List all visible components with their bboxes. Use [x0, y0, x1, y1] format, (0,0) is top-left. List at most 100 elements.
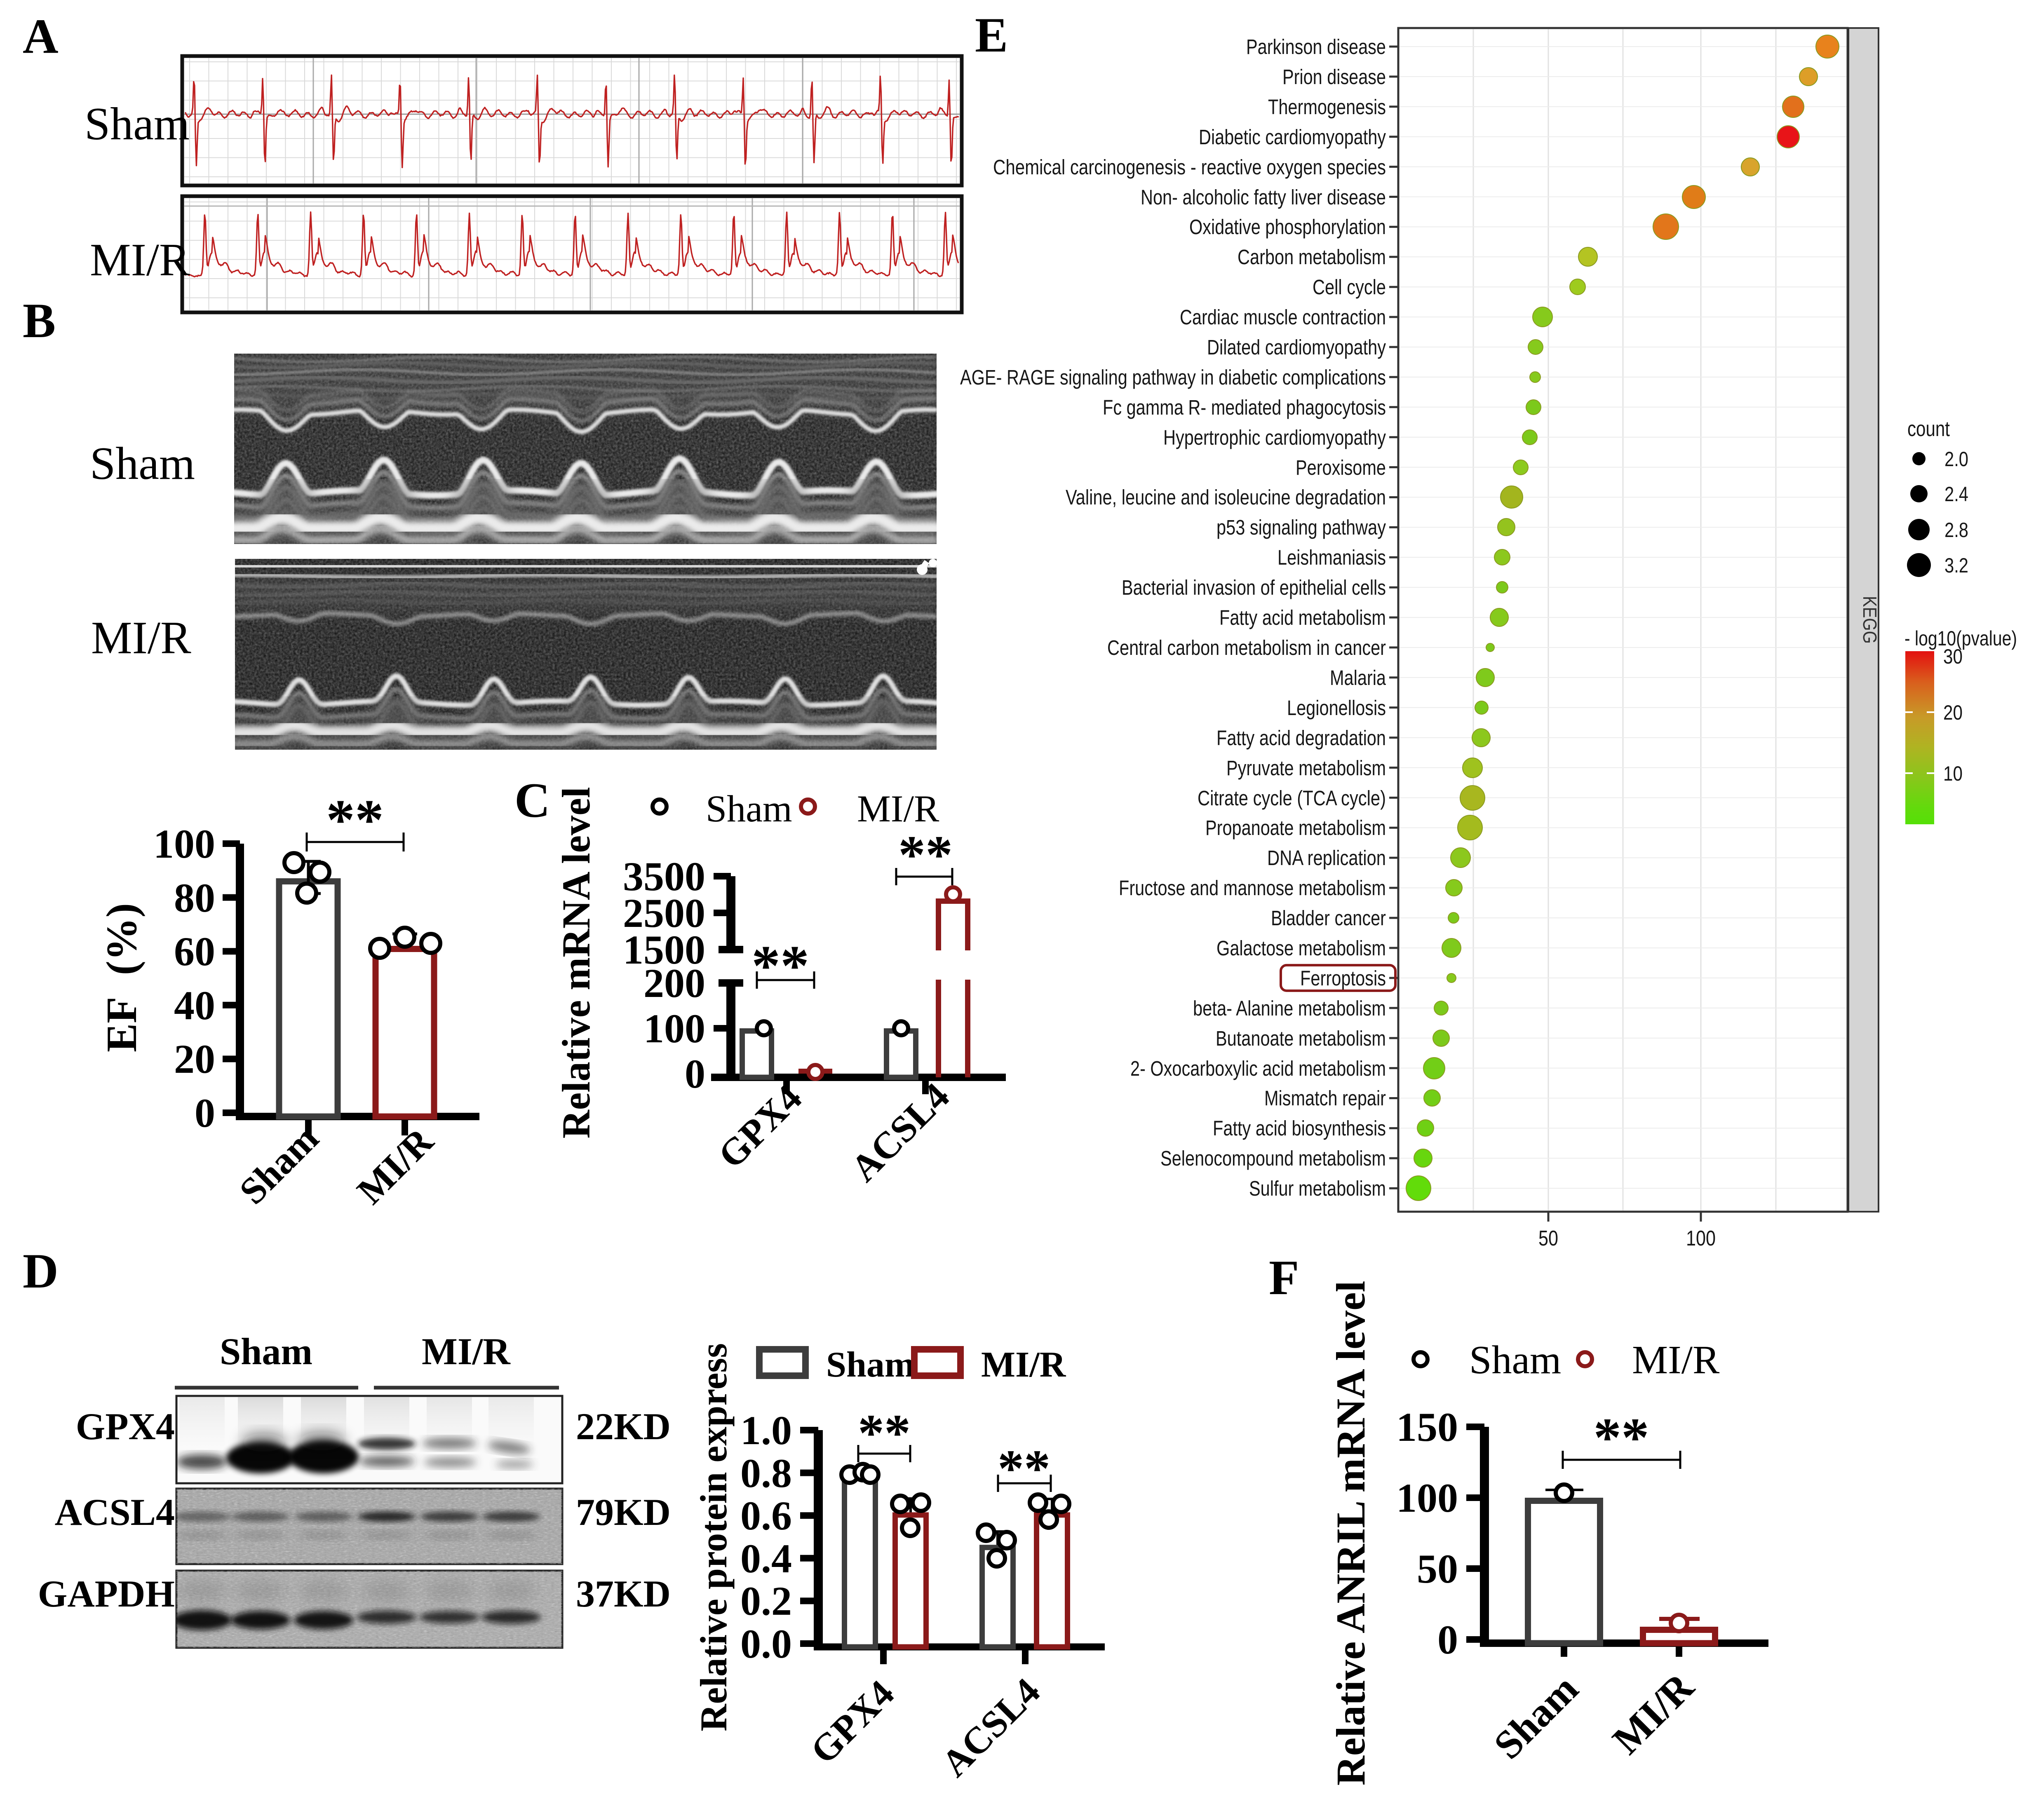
svg-text:0.2: 0.2 — [740, 1578, 792, 1624]
svg-text:AGE- RAGE signaling pathway in: AGE- RAGE signaling pathway in diabetic … — [960, 366, 1386, 389]
svg-text:KEGG: KEGG — [1859, 596, 1881, 644]
svg-text:Hypertrophic cardiomyopathy: Hypertrophic cardiomyopathy — [1163, 426, 1386, 449]
svg-text:beta- Alanine metabolism: beta- Alanine metabolism — [1193, 997, 1386, 1020]
svg-text:Fatty acid degradation: Fatty acid degradation — [1216, 726, 1386, 750]
svg-text:Prion disease: Prion disease — [1282, 65, 1386, 89]
svg-text:0.8: 0.8 — [740, 1450, 792, 1496]
svg-text:0: 0 — [1437, 1617, 1458, 1663]
svg-text:DNA replication: DNA replication — [1267, 846, 1386, 870]
svg-text:D: D — [23, 1243, 59, 1298]
svg-text:Bacterial invasion of epitheli: Bacterial invasion of epithelial cells — [1122, 576, 1386, 599]
svg-text:Selenocompound metabolism: Selenocompound metabolism — [1160, 1147, 1386, 1170]
svg-text:20: 20 — [1943, 701, 1963, 724]
svg-text:Sham: Sham — [1469, 1338, 1561, 1382]
svg-text:Parkinson disease: Parkinson disease — [1246, 35, 1386, 59]
svg-text:80: 80 — [174, 875, 215, 921]
svg-text:Fatty acid metabolism: Fatty acid metabolism — [1219, 606, 1386, 629]
svg-text:Mismatch repair: Mismatch repair — [1264, 1086, 1386, 1110]
svg-text:- log10(pvalue): - log10(pvalue) — [1904, 627, 2017, 650]
svg-text:E: E — [975, 7, 1008, 62]
svg-text:Leishmaniasis: Leishmaniasis — [1277, 546, 1386, 569]
svg-text:0: 0 — [685, 1051, 705, 1097]
svg-text:Malaria: Malaria — [1330, 666, 1386, 690]
svg-text:GAPDH: GAPDH — [38, 1573, 175, 1615]
svg-text:Pyruvate metabolism: Pyruvate metabolism — [1226, 756, 1386, 780]
svg-text:**: ** — [998, 1439, 1050, 1498]
svg-text:Legionellosis: Legionellosis — [1287, 696, 1386, 720]
svg-text:Ferroptosis: Ferroptosis — [1300, 966, 1386, 990]
svg-text:100: 100 — [643, 1006, 705, 1051]
svg-text:**: ** — [1594, 1407, 1649, 1468]
svg-text:1500: 1500 — [623, 927, 705, 973]
svg-text:2.8: 2.8 — [1944, 518, 1968, 542]
svg-text:10: 10 — [1943, 762, 1963, 785]
svg-text:Relative protein express: Relative protein express — [693, 1343, 735, 1731]
svg-text:**: ** — [858, 1404, 911, 1462]
svg-text:50: 50 — [1538, 1227, 1558, 1250]
svg-text:Dilated cardiomyopathy: Dilated cardiomyopathy — [1207, 335, 1386, 359]
svg-text:C: C — [514, 773, 550, 828]
svg-text:1.0: 1.0 — [740, 1407, 792, 1453]
svg-text:Sulfur metabolism: Sulfur metabolism — [1249, 1177, 1386, 1200]
svg-text:**: ** — [751, 934, 809, 998]
svg-text:Fc gamma R- mediated phagocyto: Fc gamma R- mediated phagocytosis — [1103, 396, 1386, 419]
svg-text:EF (%): EF (%) — [97, 903, 146, 1052]
svg-text:37KD: 37KD — [576, 1573, 671, 1615]
svg-text:Relative mRNA level: Relative mRNA level — [554, 787, 598, 1138]
svg-text:2500: 2500 — [623, 890, 705, 936]
svg-text:Cell cycle: Cell cycle — [1313, 275, 1386, 299]
svg-text:Peroxisome: Peroxisome — [1296, 456, 1386, 479]
svg-text:MI/R: MI/R — [90, 235, 190, 286]
svg-text:0.4: 0.4 — [740, 1536, 792, 1581]
svg-text:Carbon metabolism: Carbon metabolism — [1238, 245, 1386, 269]
svg-text:2.0: 2.0 — [1944, 448, 1968, 471]
svg-text:Non- alcoholic fatty liver dis: Non- alcoholic fatty liver disease — [1141, 185, 1386, 209]
svg-text:Fructose and mannose metabolis: Fructose and mannose metabolism — [1119, 876, 1386, 900]
svg-text:Cardiac muscle contraction: Cardiac muscle contraction — [1180, 305, 1386, 329]
svg-text:0.0: 0.0 — [740, 1621, 792, 1667]
svg-text:B: B — [23, 293, 56, 348]
svg-text:p53 signaling pathway: p53 signaling pathway — [1216, 516, 1386, 539]
svg-text:Central carbon metabolism in c: Central carbon metabolism in cancer — [1107, 636, 1386, 659]
svg-text:Butanoate metabolism: Butanoate metabolism — [1216, 1027, 1386, 1050]
svg-text:**: ** — [326, 788, 384, 852]
svg-text:22KD: 22KD — [576, 1405, 671, 1447]
svg-text:count: count — [1907, 417, 1950, 441]
svg-text:40: 40 — [174, 983, 215, 1028]
svg-text:Galactose metabolism: Galactose metabolism — [1216, 936, 1386, 960]
svg-text:Sham: Sham — [826, 1345, 915, 1385]
svg-text:Citrate cycle (TCA cycle): Citrate cycle (TCA cycle) — [1198, 786, 1386, 810]
svg-text:50: 50 — [1417, 1546, 1458, 1592]
svg-text:60: 60 — [174, 929, 215, 974]
svg-text:F: F — [1269, 1250, 1299, 1305]
svg-text:150: 150 — [1396, 1404, 1458, 1450]
svg-text:Diabetic cardiomyopathy: Diabetic cardiomyopathy — [1199, 125, 1386, 149]
svg-text:Oxidative phosphorylation: Oxidative phosphorylation — [1189, 215, 1386, 239]
svg-text:Sham: Sham — [220, 1330, 312, 1372]
svg-text:2- Oxocarboxylic acid metaboli: 2- Oxocarboxylic acid metabolism — [1130, 1057, 1386, 1080]
svg-text:0: 0 — [195, 1090, 215, 1136]
svg-text:Chemical carcinogenesis - rea: Chemical carcinogenesis - reactive oxyge… — [993, 155, 1386, 179]
svg-text:**: ** — [898, 824, 953, 885]
svg-text:100: 100 — [1686, 1227, 1716, 1250]
svg-text:Relative ANRIL mRNA level: Relative ANRIL mRNA level — [1328, 1281, 1374, 1786]
svg-text:Thermogenesis: Thermogenesis — [1268, 95, 1386, 119]
svg-text:Valine, leucine and isoleucine: Valine, leucine and isoleucine degradati… — [1066, 485, 1386, 509]
svg-text:30: 30 — [1943, 645, 1963, 668]
svg-text:MI/R: MI/R — [857, 788, 939, 830]
svg-text:MI/R: MI/R — [981, 1345, 1066, 1385]
svg-text:0.6: 0.6 — [740, 1493, 792, 1539]
svg-text:MI/R: MI/R — [1632, 1338, 1720, 1382]
svg-text:Sham: Sham — [90, 438, 195, 489]
svg-text:A: A — [23, 9, 59, 63]
svg-text:3500: 3500 — [623, 854, 705, 899]
svg-text:ACSL4: ACSL4 — [55, 1491, 175, 1533]
svg-text:MI/R: MI/R — [422, 1330, 511, 1372]
svg-text:20: 20 — [174, 1036, 215, 1082]
svg-text:Sham: Sham — [706, 788, 792, 830]
svg-text:Propanoate metabolism: Propanoate metabolism — [1205, 816, 1386, 840]
svg-text:Sham: Sham — [85, 99, 190, 150]
svg-text:3.2: 3.2 — [1944, 554, 1968, 577]
svg-text:79KD: 79KD — [576, 1491, 671, 1533]
svg-text:200: 200 — [643, 960, 705, 1006]
